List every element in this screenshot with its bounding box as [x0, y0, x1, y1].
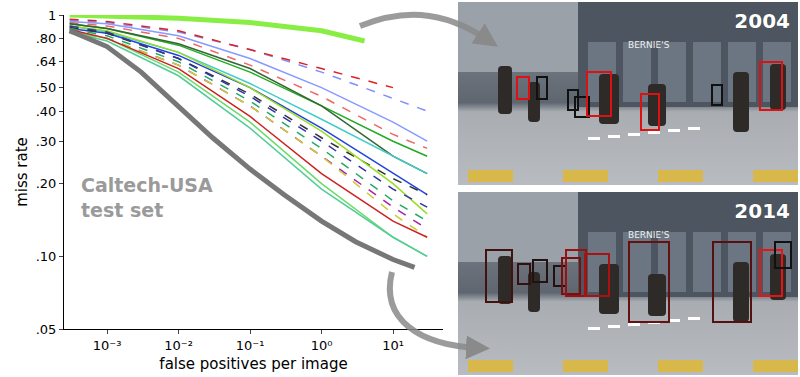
svg-text:.05: .05 — [36, 322, 57, 337]
svg-text:2004: 2004 — [734, 9, 790, 33]
svg-text:10⁻¹: 10⁻¹ — [236, 338, 265, 353]
svg-text:.50: .50 — [36, 80, 57, 95]
svg-text:1: 1 — [48, 8, 56, 23]
svg-text:.20: .20 — [36, 176, 57, 191]
svg-text:miss rate: miss rate — [13, 137, 31, 207]
svg-text:.10: .10 — [36, 249, 57, 264]
svg-text:.40: .40 — [36, 104, 57, 119]
svg-text:.64: .64 — [36, 54, 57, 69]
svg-text:10⁻²: 10⁻² — [164, 338, 193, 353]
svg-text:10⁰: 10⁰ — [311, 338, 333, 353]
svg-text:.30: .30 — [36, 134, 57, 149]
svg-text:Caltech-USAtest set: Caltech-USAtest set — [81, 174, 213, 221]
svg-text:false positives per image: false positives per image — [159, 355, 347, 373]
svg-text:BERNIE'S: BERNIE'S — [628, 230, 670, 240]
svg-text:2014: 2014 — [734, 199, 790, 223]
svg-text:10¹: 10¹ — [382, 338, 404, 353]
svg-text:BERNIE'S: BERNIE'S — [628, 40, 670, 50]
svg-text:.80: .80 — [36, 31, 57, 46]
svg-text:10⁻³: 10⁻³ — [93, 338, 122, 353]
